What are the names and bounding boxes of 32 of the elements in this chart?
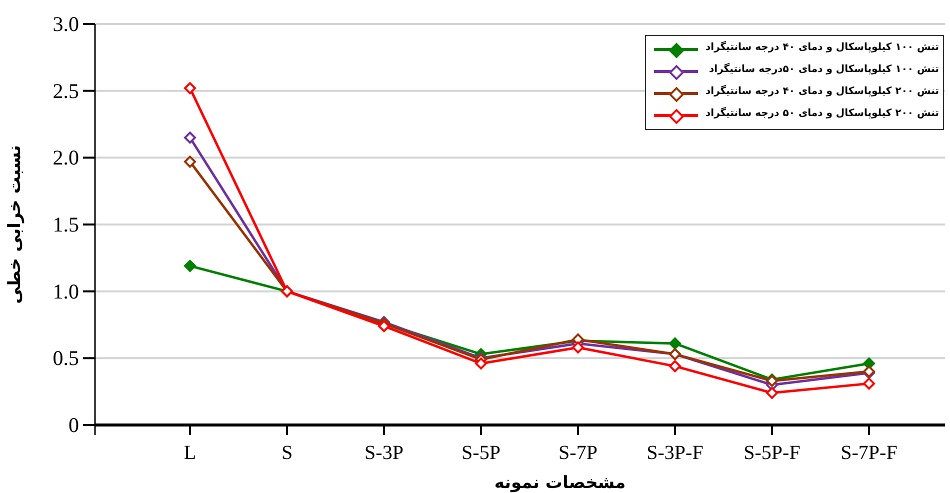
point [378,320,390,332]
y-axis-title: نسبت خرابی خطی [5,145,25,304]
y-tick-label: 0 [68,413,79,437]
point [766,386,778,399]
legend-label: تنش ۱۰۰ کیلوپاسکال و دمای ۵۰درجه سانتیگراد [709,64,939,75]
y-tick-label: 1.0 [52,279,79,304]
x-axis-title: مشخصات نمونه [494,473,626,493]
point [475,358,487,370]
point [184,156,196,168]
y-tick-label: 3.0 [52,12,79,36]
x-tick-label: S-3P-F [646,442,704,464]
x-tick-label: S-7P-F [840,442,898,464]
point [863,378,875,390]
x-tick-label: L [184,442,196,464]
legend-label: تنش ۱۰۰ کیلوپاسکال و دمای ۴۰ درجه سانتیگراد [706,42,939,53]
y-tick-label: 2.5 [52,78,79,103]
legend-label: تنش ۲۰۰ کیلوپاسکال و دمای ۵۰ درجه سانتیگراد [706,108,939,119]
legend-label: تنش ۲۰۰ کیلوپاسکال و دمای ۴۰ درجه سانتیگراد [706,86,939,97]
x-tick-label: S [281,442,293,464]
x-tick-label: S-7P [558,442,598,464]
y-tick-label: 1.5 [52,212,79,236]
x-tick-label: S-3P [364,442,404,464]
point [184,132,196,144]
point [184,260,196,272]
x-tick-label: S-5P [462,442,500,464]
y-tick-label: 2.0 [52,146,79,170]
point [184,82,196,94]
point [572,341,584,354]
point [669,337,681,350]
y-tick-label: 0.5 [52,346,79,370]
point [669,360,681,372]
x-tick-label: S-5P-F [744,442,800,464]
